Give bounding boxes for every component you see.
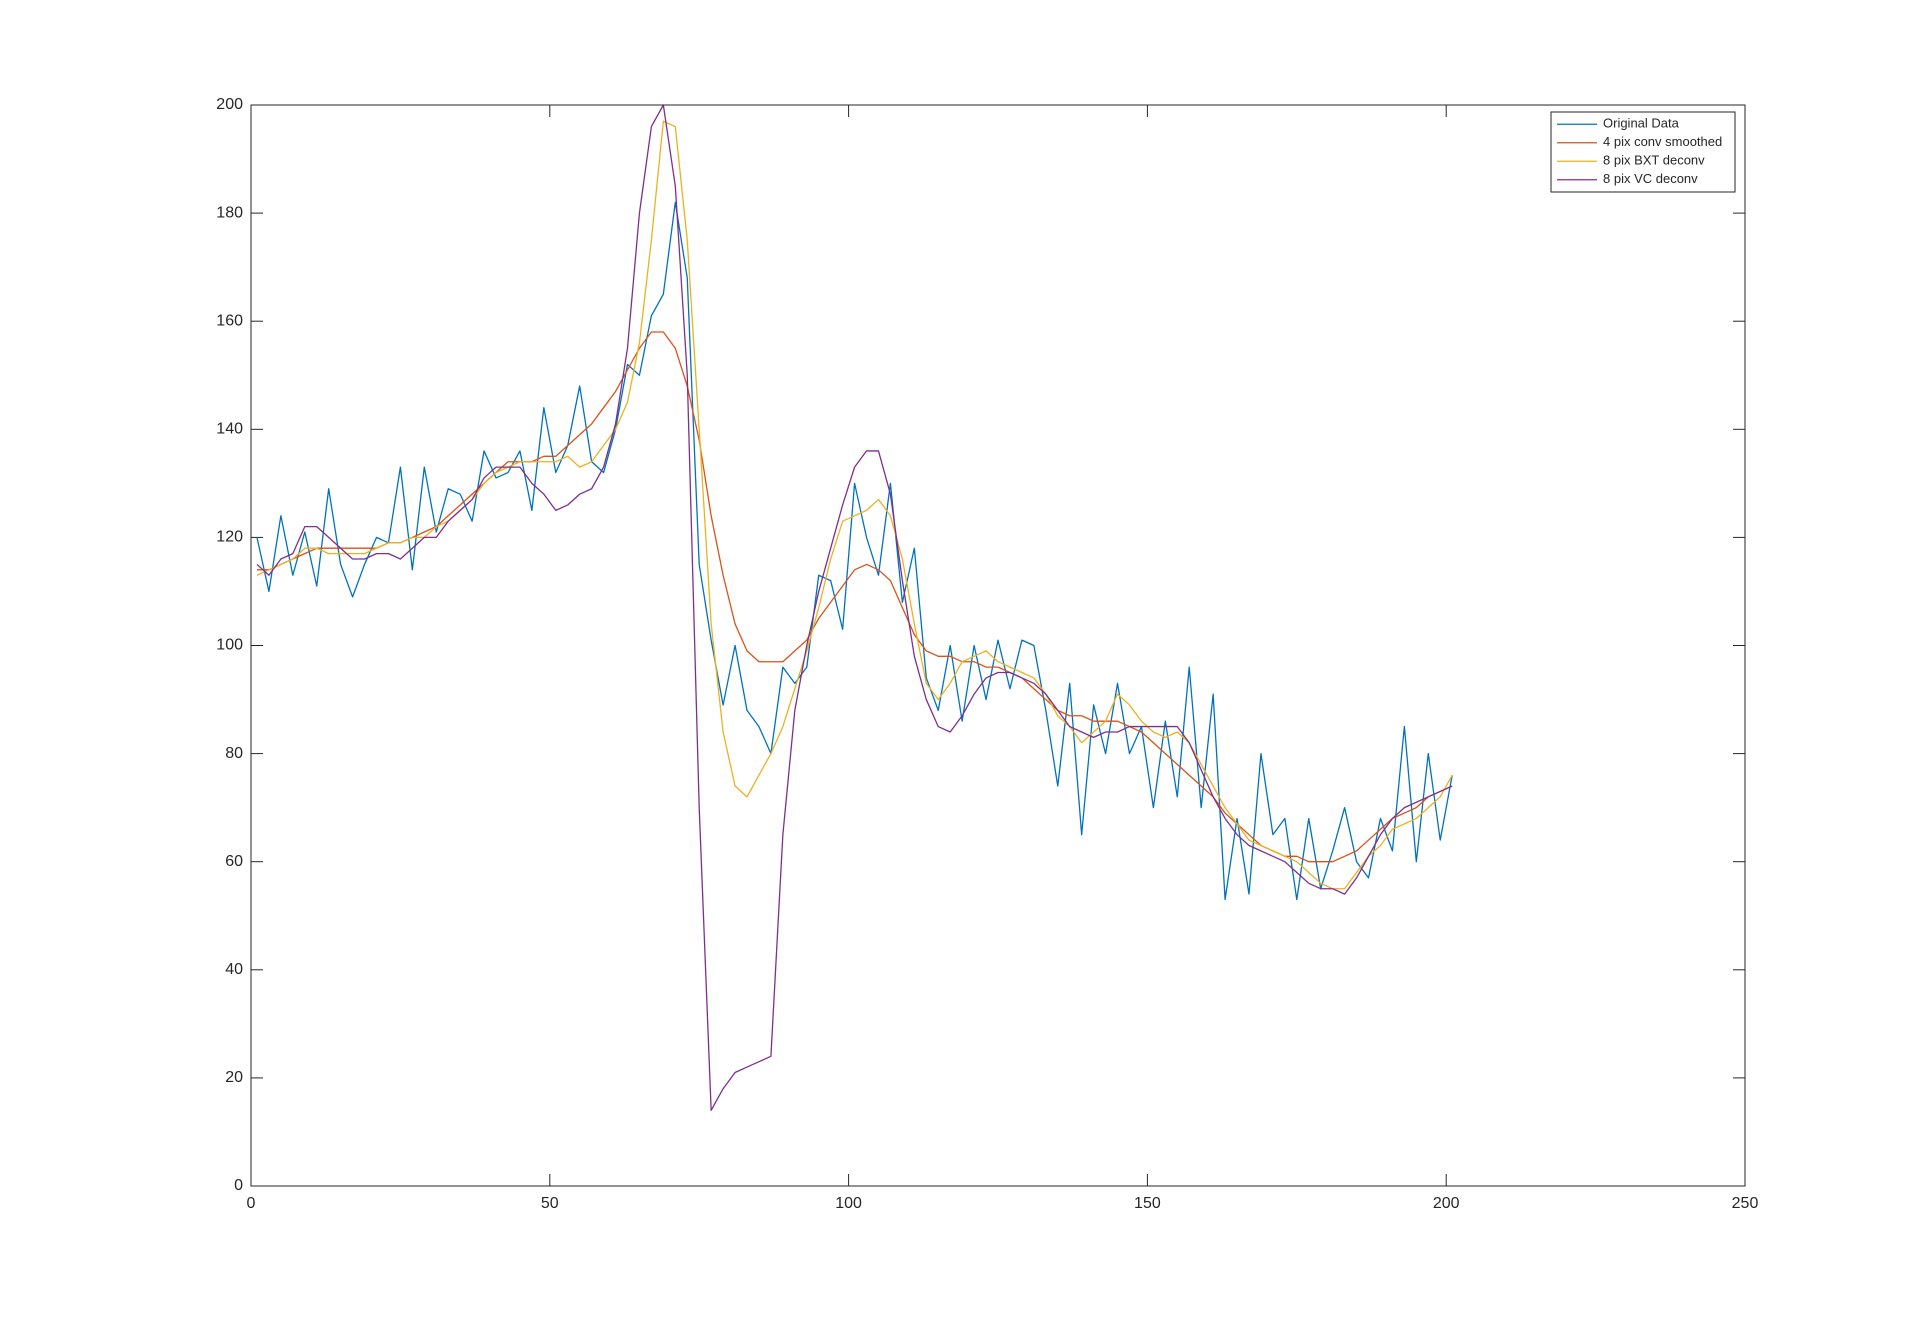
y-tick-label: 160: [216, 312, 243, 329]
x-tick-label: 50: [541, 1195, 559, 1212]
legend: Original Data 4 pix conv smoothed 8 pix BX…: [1550, 111, 1736, 193]
legend-label: 8 pix VC deconv: [1603, 171, 1698, 186]
legend-label: 8 pix BXT deconv: [1603, 153, 1705, 168]
series-line: [256, 331, 1453, 863]
y-tick-label: 40: [225, 961, 243, 978]
legend-label: Original Data: [1603, 116, 1680, 131]
y-tick-label: 140: [216, 421, 243, 438]
y-tick-label: 200: [216, 96, 243, 113]
y-tick-label: 100: [216, 637, 243, 654]
x-tick-label: 0: [247, 1195, 256, 1212]
x-tick-label: 250: [1732, 1195, 1759, 1212]
series-line: [256, 104, 1453, 1111]
y-tick-label: 80: [225, 745, 243, 762]
x-tick-label: 150: [1134, 1195, 1161, 1212]
y-tick-label: 120: [216, 529, 243, 546]
axes-box: [250, 104, 1746, 1187]
x-tick-label: 100: [835, 1195, 862, 1212]
legend-box: [1550, 111, 1736, 193]
y-tick-label: 20: [225, 1069, 243, 1086]
legend-label: 4 pix conv smoothed: [1603, 134, 1722, 149]
x-tick-label: 200: [1433, 1195, 1460, 1212]
y-tick-label: 0: [234, 1177, 243, 1194]
y-tick-label: 60: [225, 853, 243, 870]
plot-area: [251, 105, 1745, 1186]
y-tick-label: 180: [216, 204, 243, 221]
